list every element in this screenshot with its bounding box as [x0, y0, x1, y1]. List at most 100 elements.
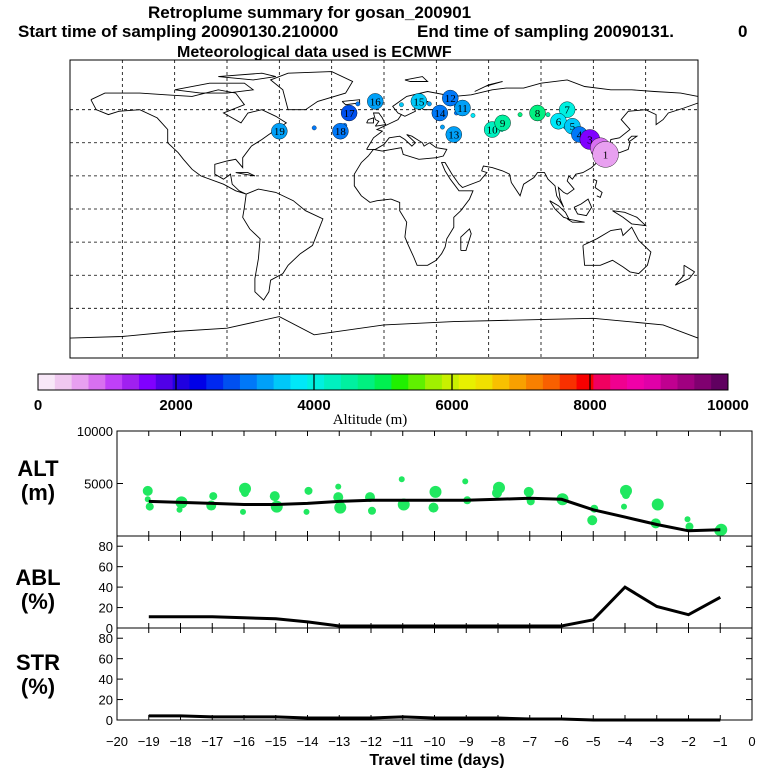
- plume-day-label: 3: [587, 134, 593, 146]
- y-tick-label: 0: [106, 621, 113, 636]
- alt-label: ALT: [17, 456, 59, 481]
- colorbar-tick-label: 4000: [297, 397, 330, 414]
- y-tick-label: 60: [99, 560, 113, 575]
- colorbar-swatch: [105, 374, 123, 390]
- colorbar-swatch: [610, 374, 628, 390]
- colorbar-swatch: [711, 374, 729, 390]
- x-tick-label: −20: [106, 734, 128, 749]
- plume-marker: [454, 99, 471, 117]
- alt-scatter-point: [333, 492, 344, 503]
- colorbar: 0 2000 4000 6000 8000 10000: [34, 373, 749, 414]
- plume-day-label: 18: [335, 126, 347, 138]
- alt-scatter-point: [685, 522, 694, 531]
- colorbar-swatch: [441, 374, 460, 390]
- plume-dot: [427, 101, 432, 107]
- x-tick-label: −4: [618, 734, 633, 749]
- coastline: [174, 82, 255, 94]
- alt-scatter-point: [622, 491, 630, 500]
- plume-day-label: 14: [434, 108, 446, 120]
- colorbar-swatch: [509, 374, 527, 390]
- colorbar-swatch: [122, 374, 140, 390]
- plume-marker: [529, 104, 546, 122]
- colorbar-swatch: [526, 374, 544, 390]
- colorbar-frame: [37, 373, 729, 391]
- alt-scatter-point: [587, 515, 598, 526]
- colorbar-tick-label: 6000: [435, 397, 468, 414]
- coastline: [269, 71, 354, 111]
- colorbar-swatch: [677, 374, 695, 390]
- end-time-label: End time of sampling 20090131.: [417, 22, 674, 41]
- colorbar-tick-label: 10000: [707, 397, 749, 414]
- x-tick-label: 0: [748, 734, 755, 749]
- alt-scatter-point: [240, 508, 246, 515]
- y-tick-label: 5000: [84, 477, 113, 492]
- x-tick-label: −5: [586, 734, 601, 749]
- colorbar-swatch: [307, 374, 325, 390]
- colorbar-swatch: [425, 374, 443, 390]
- colorbar-tick-label: 2000: [159, 397, 192, 414]
- x-tick-label: −19: [138, 734, 160, 749]
- alt-scatter-point: [398, 476, 405, 483]
- met-data-label: Meteorological data used is ECMWF: [177, 44, 452, 61]
- plume-dot: [517, 112, 523, 117]
- coastline: [582, 226, 652, 275]
- x-tick-label: −9: [459, 734, 474, 749]
- coastline: [242, 188, 324, 301]
- x-tick-label: −8: [491, 734, 506, 749]
- alt-scatter-point: [335, 483, 342, 490]
- colorbar-swatch: [643, 374, 662, 390]
- alt-scatter-point: [334, 501, 347, 514]
- plume-day-label: 15: [413, 96, 425, 108]
- colorbar-swatch: [458, 374, 477, 390]
- plume-day-label: 7: [564, 105, 570, 117]
- x-tick-label: −1: [713, 734, 728, 749]
- panel-frame: [116, 535, 753, 629]
- alt-scatter-point: [493, 481, 505, 494]
- alt-scatter-point: [368, 506, 376, 515]
- plume-day-label: 13: [448, 130, 460, 142]
- coastline: [69, 316, 699, 339]
- x-tick-label: −7: [522, 734, 537, 749]
- plume-day-label: 6: [556, 116, 562, 128]
- alt-scatter-point: [715, 523, 728, 536]
- plume-dot: [470, 113, 476, 118]
- abl-series-line: [148, 585, 722, 628]
- plume-marker: [558, 101, 576, 118]
- colorbar-swatch: [576, 374, 594, 390]
- coastline: [218, 72, 276, 81]
- colorbar-swatch: [475, 374, 493, 390]
- alt-unit: (m): [21, 480, 55, 505]
- str-series-line: [148, 714, 721, 722]
- plume-dot: [355, 101, 361, 107]
- y-tick-label: 20: [99, 693, 113, 708]
- coastline: [372, 112, 387, 127]
- plume-day-label: 16: [370, 96, 382, 108]
- colorbar-swatch: [88, 374, 106, 390]
- coastline: [612, 210, 648, 227]
- plume-day-label: 8: [535, 108, 541, 120]
- alt-scatter-point: [651, 498, 664, 511]
- y-tick-label: 40: [99, 672, 113, 687]
- panel-str: 0 20 40 60 80: [99, 627, 753, 728]
- x-tick-label: −3: [649, 734, 664, 749]
- y-tick-label: 60: [99, 652, 113, 667]
- plume-day-label: 17: [344, 108, 356, 120]
- colorbar-swatch: [340, 374, 359, 390]
- alt-scatter-point: [269, 491, 280, 502]
- x-tick-label: −10: [423, 734, 445, 749]
- coastline: [593, 178, 603, 199]
- alt-scatter-point: [462, 478, 469, 485]
- coastline: [404, 76, 429, 82]
- colorbar-swatch: [627, 374, 645, 390]
- alt-scatter-point: [209, 492, 218, 501]
- coastline: [474, 81, 503, 92]
- alt-scatter-point: [429, 485, 442, 498]
- x-tick-label: −13: [328, 734, 350, 749]
- colorbar-swatch: [694, 374, 712, 390]
- alt-scatter-point: [241, 488, 249, 497]
- plume-marker: [332, 122, 349, 140]
- x-tick-label: −11: [392, 734, 413, 749]
- str-unit: (%): [21, 674, 55, 699]
- plume-day-label: 11: [457, 103, 468, 115]
